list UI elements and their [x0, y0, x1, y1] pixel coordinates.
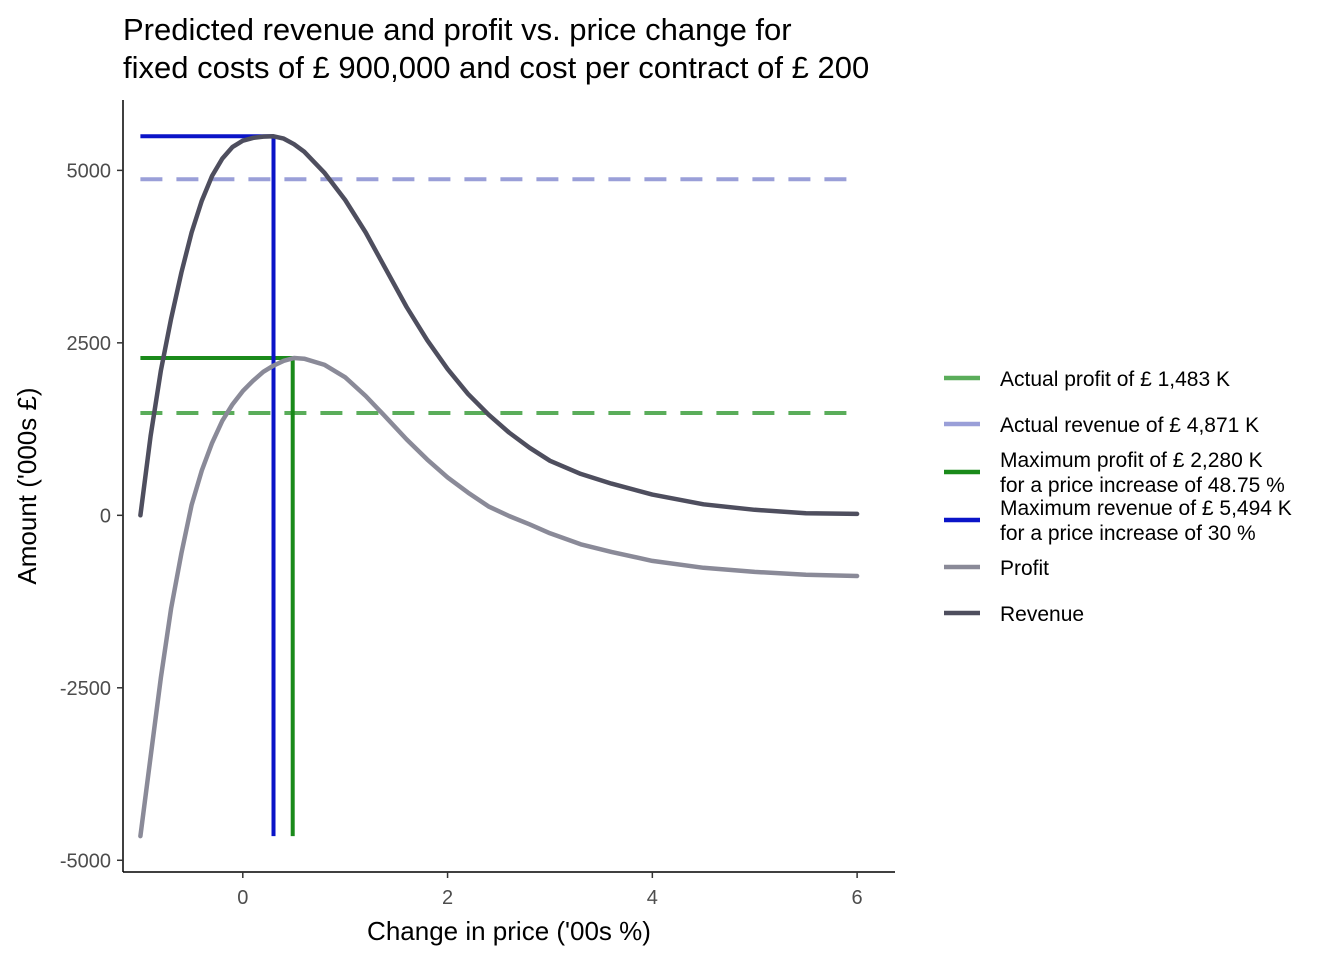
- chart-title-line-2: fixed costs of £ 900,000 and cost per co…: [123, 50, 869, 85]
- legend: Actual profit of £ 1,483 K Actual revenue…: [944, 368, 1292, 626]
- x-tick-label: 0: [237, 887, 248, 909]
- chart-title-line-1: Predicted revenue and profit vs. price c…: [123, 12, 792, 47]
- plot-area: [138, 134, 860, 839]
- y-axis-title: Amount ('000s £): [12, 387, 42, 584]
- chart-title: Predicted revenue and profit vs. price c…: [123, 12, 869, 85]
- legend-label-line2: for a price increase of 30 %: [1000, 522, 1256, 545]
- y-tick-label: 5000: [67, 160, 112, 182]
- axes: -5000 -2500 0 2500 5000 0 2 4 6 Change in price (…: [12, 100, 895, 946]
- series-line-profit: [138, 355, 860, 839]
- legend-label: Revenue: [1000, 603, 1084, 626]
- legend-label: Actual profit of £ 1,483 K: [1000, 368, 1230, 391]
- legend-label: Maximum profit of £ 2,280 K: [1000, 449, 1263, 472]
- y-tick-label: -2500: [60, 678, 111, 700]
- legend-label: Actual revenue of £ 4,871 K: [1000, 414, 1259, 437]
- legend-label-line2: for a price increase of 48.75 %: [1000, 474, 1285, 497]
- y-tick-label: 0: [100, 505, 111, 527]
- y-tick-label: -5000: [60, 850, 111, 872]
- x-tick-label: 4: [647, 887, 658, 909]
- x-tick-label: 6: [852, 887, 863, 909]
- series-line-revenue: [138, 134, 860, 518]
- legend-label: Profit: [1000, 557, 1049, 580]
- x-tick-label: 2: [442, 887, 453, 909]
- x-axis-title: Change in price ('00s %): [367, 916, 651, 946]
- legend-label: Maximum revenue of £ 5,494 K: [1000, 497, 1292, 520]
- y-tick-label: 2500: [67, 333, 112, 355]
